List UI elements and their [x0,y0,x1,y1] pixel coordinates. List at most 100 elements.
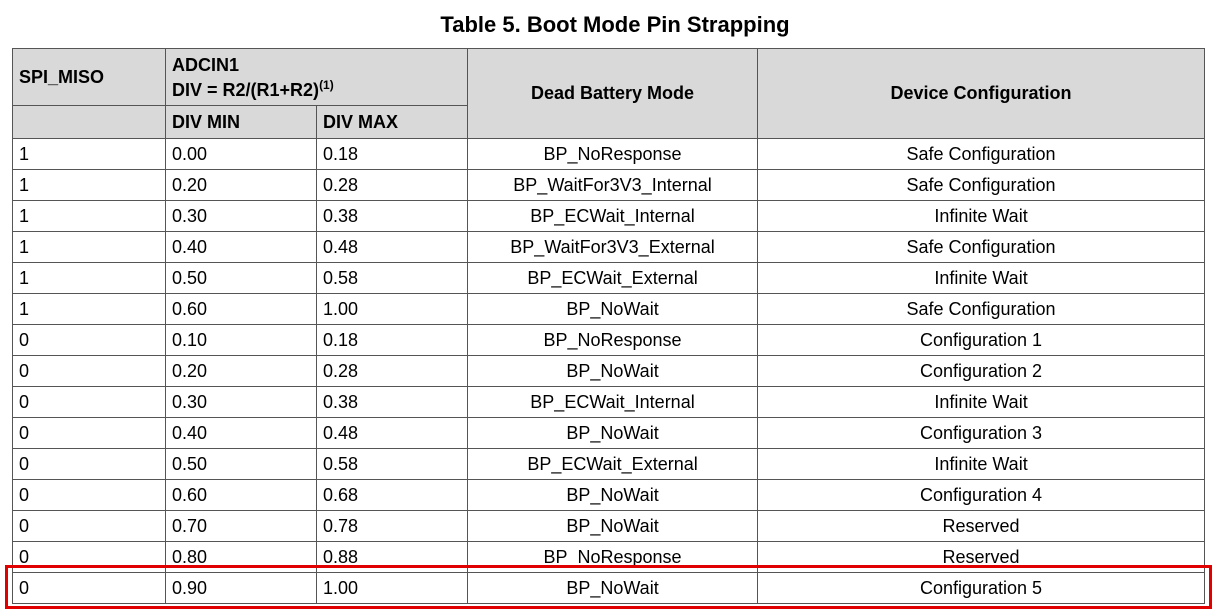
header-div-min: DIV MIN [165,105,317,139]
cell-dead-battery-mode: BP_NoResponse [467,324,759,356]
table-row: 0 0.30 0.38 BP_ECWait_Internal Infinite Wait [12,386,1206,418]
cell-device-configuration: Infinite Wait [757,448,1206,480]
cell-div-min: 0.60 [165,293,317,325]
cell-device-configuration: Configuration 4 [757,479,1206,511]
cell-dead-battery-mode: BP_NoWait [467,510,759,542]
table-body: 1 0.00 0.18 BP_NoResponse Safe Configuration… [12,138,1206,604]
cell-div-max: 0.38 [315,386,469,418]
cell-div-min: 0.20 [165,169,317,201]
cell-div-max: 0.88 [315,541,469,573]
cell-spi-miso: 0 [12,479,166,511]
table-row: 1 0.30 0.38 BP_ECWait_Internal Infinite Wait [12,200,1206,232]
cell-div-min: 0.40 [165,417,317,449]
header-row: SPI_MISO ADCIN1 DIV = R2/(R1+R2)(1) Dead… [12,48,1206,139]
footnote-marker: (1) [319,78,334,92]
table-row: 0 0.60 0.68 BP_NoWait Configuration 4 [12,479,1206,511]
table-row: 0 0.20 0.28 BP_NoWait Configuration 2 [12,355,1206,387]
cell-spi-miso: 0 [12,355,166,387]
cell-device-configuration: Infinite Wait [757,386,1206,418]
header-adcin1: ADCIN1 DIV = R2/(R1+R2)(1) [164,48,469,106]
cell-div-max: 0.18 [315,324,469,356]
cell-div-max: 0.48 [315,231,469,263]
cell-spi-miso: 1 [12,293,166,325]
cell-div-max: 0.58 [315,448,469,480]
boot-mode-table: SPI_MISO ADCIN1 DIV = R2/(R1+R2)(1) Dead… [12,48,1206,604]
cell-device-configuration: Safe Configuration [757,169,1206,201]
cell-device-configuration: Configuration 3 [757,417,1206,449]
cell-dead-battery-mode: BP_NoWait [467,479,759,511]
cell-spi-miso: 1 [12,138,166,170]
cell-div-min: 0.80 [165,541,317,573]
cell-div-min: 0.50 [165,262,317,294]
cell-spi-miso: 0 [12,417,166,449]
cell-div-max: 0.38 [315,200,469,232]
cell-div-min: 0.20 [165,355,317,387]
table-title: Table 5. Boot Mode Pin Strapping [440,12,790,37]
cell-div-min: 0.60 [165,479,317,511]
cell-device-configuration: Infinite Wait [757,200,1206,232]
cell-div-min: 0.50 [165,448,317,480]
header-div-max: DIV MAX [315,105,469,139]
cell-dead-battery-mode: BP_WaitFor3V3_Internal [467,169,759,201]
table-row: 1 0.00 0.18 BP_NoResponse Safe Configuration [12,138,1206,170]
table-row: 1 0.50 0.58 BP_ECWait_External Infinite Wait [12,262,1206,294]
cell-div-max: 0.78 [315,510,469,542]
cell-div-min: 0.30 [165,386,317,418]
cell-spi-miso: 0 [12,541,166,573]
cell-spi-miso: 0 [12,324,166,356]
cell-spi-miso: 0 [12,572,166,604]
cell-device-configuration: Safe Configuration [757,293,1206,325]
table-row: 0 0.50 0.58 BP_ECWait_External Infinite Wait [12,448,1206,480]
cell-div-min: 0.70 [165,510,317,542]
header-div-formula: DIV = R2/(R1+R2) [172,80,320,100]
cell-div-max: 1.00 [315,572,469,604]
header-device-configuration: Device Configuration [757,48,1206,139]
cell-div-max: 0.18 [315,138,469,170]
header-adcin1-label: ADCIN1 [172,55,240,75]
table-row: 0 0.90 1.00 BP_NoWait Configuration 5 [12,572,1206,604]
cell-div-min: 0.10 [165,324,317,356]
cell-device-configuration: Configuration 1 [757,324,1206,356]
cell-spi-miso: 0 [12,510,166,542]
cell-dead-battery-mode: BP_ECWait_External [467,262,759,294]
cell-div-max: 1.00 [315,293,469,325]
cell-dead-battery-mode: BP_NoWait [467,293,759,325]
cell-spi-miso: 0 [12,386,166,418]
cell-spi-miso: 1 [12,231,166,263]
cell-device-configuration: Infinite Wait [757,262,1206,294]
table-row: 1 0.60 1.00 BP_NoWait Safe Configuration [12,293,1206,325]
cell-device-configuration: Reserved [757,510,1206,542]
cell-dead-battery-mode: BP_WaitFor3V3_External [467,231,759,263]
cell-div-max: 0.68 [315,479,469,511]
cell-dead-battery-mode: BP_NoResponse [467,541,759,573]
cell-device-configuration: Configuration 5 [757,572,1206,604]
cell-dead-battery-mode: BP_ECWait_Internal [467,200,759,232]
cell-div-max: 0.48 [315,417,469,449]
cell-div-min: 0.90 [165,572,317,604]
table-row: 0 0.80 0.88 BP_NoResponse Reserved [12,541,1206,573]
cell-dead-battery-mode: BP_ECWait_Internal [467,386,759,418]
cell-dead-battery-mode: BP_NoWait [467,417,759,449]
cell-device-configuration: Safe Configuration [757,138,1206,170]
table-row: 0 0.10 0.18 BP_NoResponse Configuration 1 [12,324,1206,356]
cell-dead-battery-mode: BP_ECWait_External [467,448,759,480]
cell-device-configuration: Safe Configuration [757,231,1206,263]
table-row: 0 0.70 0.78 BP_NoWait Reserved [12,510,1206,542]
cell-div-min: 0.00 [165,138,317,170]
cell-div-min: 0.40 [165,231,317,263]
table-row: 0 0.40 0.48 BP_NoWait Configuration 3 [12,417,1206,449]
header-spi-miso: SPI_MISO [12,48,166,106]
header-dead-battery-mode: Dead Battery Mode [467,48,759,139]
table-row: 1 0.20 0.28 BP_WaitFor3V3_Internal Safe Conf… [12,169,1206,201]
cell-spi-miso: 1 [12,262,166,294]
cell-div-max: 0.58 [315,262,469,294]
cell-device-configuration: Reserved [757,541,1206,573]
cell-spi-miso: 1 [12,169,166,201]
cell-spi-miso: 0 [12,448,166,480]
cell-div-min: 0.30 [165,200,317,232]
table-row: 1 0.40 0.48 BP_WaitFor3V3_External Safe Conf… [12,231,1206,263]
cell-dead-battery-mode: BP_NoResponse [467,138,759,170]
cell-div-max: 0.28 [315,355,469,387]
cell-div-max: 0.28 [315,169,469,201]
header-spi-miso-blank [12,105,166,139]
